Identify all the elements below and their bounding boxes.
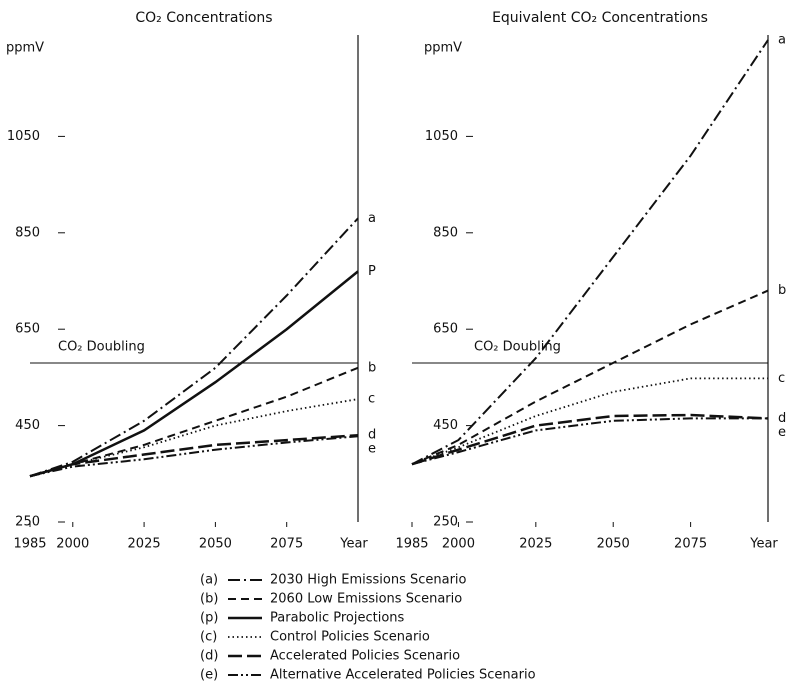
y-tick-label: 250 <box>433 515 458 530</box>
series-end-label: b <box>778 283 786 298</box>
y-axis-label: ppmV <box>6 41 44 56</box>
x-tick-label: 1985 <box>13 537 46 552</box>
legend-label: 2030 High Emissions Scenario <box>270 573 467 588</box>
x-axis-label: Year <box>749 537 778 552</box>
legend-label: 2060 Low Emissions Scenario <box>270 592 462 607</box>
series-end-label: c <box>368 392 375 407</box>
x-tick-label: 1985 <box>395 537 428 552</box>
series-end-label: P <box>368 264 376 279</box>
series-line <box>411 39 769 466</box>
series-end-label: a <box>368 211 376 226</box>
x-tick-label: 2025 <box>128 537 161 552</box>
y-tick-label: 450 <box>433 418 458 433</box>
y-tick-label: 850 <box>433 225 458 240</box>
legend-label: Accelerated Policies Scenario <box>270 649 460 664</box>
chart-title: Equivalent CO₂ Concentrations <box>492 10 708 26</box>
y-tick-label: 650 <box>433 322 458 337</box>
series-line <box>411 417 768 466</box>
reference-label: CO₂ Doubling <box>474 339 561 354</box>
series-end-label: c <box>778 371 785 386</box>
legend-label: Parabolic Projections <box>270 611 405 626</box>
x-tick-label: 2050 <box>199 537 232 552</box>
legend-key: (p) <box>200 611 218 626</box>
series-line <box>411 413 769 466</box>
series-line <box>29 270 359 478</box>
series-end-label: b <box>368 360 376 375</box>
reference-label: CO₂ Doubling <box>58 339 145 354</box>
series-end-label: d <box>778 411 786 426</box>
legend-key: (d) <box>200 649 218 664</box>
legend-key: (b) <box>200 592 218 607</box>
y-tick-label: 450 <box>15 418 40 433</box>
y-tick-label: 1050 <box>425 129 458 144</box>
x-tick-label: 2025 <box>519 537 552 552</box>
series-line <box>411 377 768 466</box>
series-line <box>29 435 359 478</box>
y-axis-label: ppmV <box>424 41 462 56</box>
y-tick-label: 850 <box>15 225 40 240</box>
series-end-label: e <box>368 442 376 457</box>
legend-label: Alternative Accelerated Policies Scenari… <box>270 668 536 683</box>
series-line <box>29 217 359 478</box>
y-tick-label: 1050 <box>7 129 40 144</box>
x-tick-label: 2000 <box>442 537 475 552</box>
y-tick-label: 650 <box>15 322 40 337</box>
x-tick-label: 2075 <box>270 537 303 552</box>
series-end-label: d <box>368 428 376 443</box>
x-axis-label: Year <box>339 537 368 552</box>
series-line <box>29 398 359 478</box>
legend-label: Control Policies Scenario <box>270 630 430 645</box>
legend-key: (c) <box>200 630 217 645</box>
series-line <box>29 433 359 478</box>
x-tick-label: 2050 <box>597 537 630 552</box>
series-end-label: e <box>778 425 786 440</box>
series-line <box>411 289 769 466</box>
x-tick-label: 2075 <box>674 537 707 552</box>
legend-key: (e) <box>200 668 218 683</box>
chart-title: CO₂ Concentrations <box>135 10 272 26</box>
series-end-label: a <box>778 33 786 48</box>
y-tick-label: 250 <box>15 515 40 530</box>
x-tick-label: 2000 <box>56 537 89 552</box>
legend-key: (a) <box>200 573 218 588</box>
